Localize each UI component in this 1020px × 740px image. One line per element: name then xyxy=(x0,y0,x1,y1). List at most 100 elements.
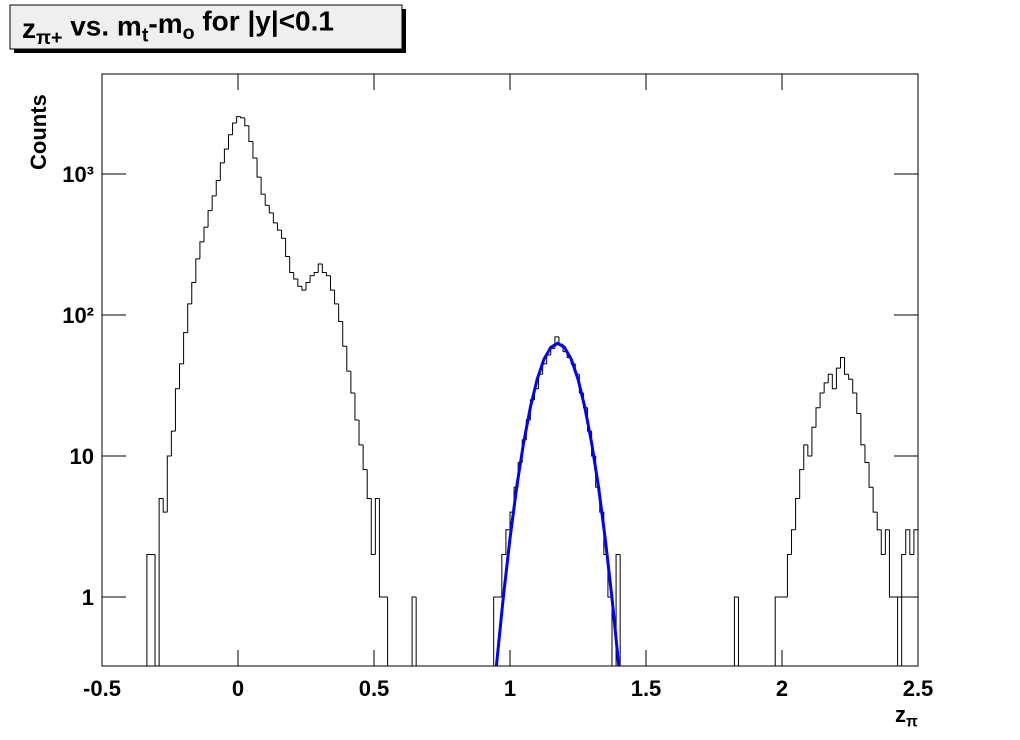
histogram-bin xyxy=(154,554,160,667)
histogram-bin xyxy=(346,346,351,372)
histogram-bin xyxy=(240,116,245,119)
histogram-bin xyxy=(387,596,392,667)
histogram-bin xyxy=(864,444,870,463)
histogram-bin xyxy=(179,363,184,389)
histogram-bin xyxy=(342,321,347,347)
histogram-bin xyxy=(289,256,294,274)
x-tick-label: 0.5 xyxy=(359,676,390,701)
y-tick-label: 10³ xyxy=(62,162,94,187)
histogram-bin xyxy=(913,529,919,666)
histogram-bin xyxy=(378,498,384,598)
histogram-bin xyxy=(281,230,286,239)
histogram-bin xyxy=(195,258,200,283)
fit-curve xyxy=(494,341,621,667)
histogram-bin xyxy=(835,367,841,389)
histogram-bin xyxy=(733,596,739,666)
text-part: -m xyxy=(148,8,182,39)
histogram-bin xyxy=(317,263,323,273)
y-tick-label: 10 xyxy=(70,444,94,469)
histogram-bin xyxy=(815,407,821,428)
histogram-bin xyxy=(199,241,204,259)
histogram-bin xyxy=(411,596,417,666)
histogram-bin xyxy=(321,263,327,274)
histogram-bin xyxy=(338,303,343,322)
histogram-bin xyxy=(844,357,849,375)
histogram-bin xyxy=(501,554,506,597)
histogram-bin xyxy=(901,554,906,666)
histogram-bin xyxy=(795,497,800,530)
histogram-bin xyxy=(252,141,258,159)
subscript: π xyxy=(906,714,918,731)
histogram-bin xyxy=(897,596,902,667)
histogram-bin xyxy=(909,529,914,556)
histogram-bin xyxy=(791,529,796,555)
histogram-bin xyxy=(191,282,196,304)
histogram-bin xyxy=(856,392,861,415)
histogram-bin xyxy=(146,554,151,666)
histogram-bin xyxy=(166,455,172,513)
histogram-bin xyxy=(207,210,213,228)
histogram-bin xyxy=(358,420,364,446)
histogram-bin xyxy=(611,596,617,667)
histogram-bin xyxy=(848,374,853,380)
histogram-bin xyxy=(285,238,290,257)
histogram-bin xyxy=(370,498,376,556)
histogram-bin xyxy=(823,382,829,393)
histogram-bin xyxy=(297,279,302,287)
subscript: π+ xyxy=(36,27,62,49)
histogram-bin xyxy=(819,392,825,408)
histogram-bin xyxy=(309,275,315,283)
histogram-bin xyxy=(334,290,339,305)
histogram-bin xyxy=(831,374,837,390)
histogram-bin xyxy=(366,469,372,499)
histogram-bin xyxy=(619,554,625,667)
histogram-bin xyxy=(860,413,865,446)
x-axis-label: zπ xyxy=(895,702,918,731)
histogram-bin xyxy=(329,275,335,291)
histogram-bin xyxy=(260,177,266,195)
subscript: t xyxy=(142,24,149,46)
text-part: vs. m xyxy=(62,10,141,41)
y-tick-label: 10² xyxy=(62,303,94,328)
histogram-bin xyxy=(236,116,241,124)
histogram-bin xyxy=(868,462,874,488)
histogram-bin xyxy=(170,430,176,456)
histogram-bin xyxy=(325,272,331,277)
histogram-bin xyxy=(799,469,804,499)
histogram-bin xyxy=(264,194,270,206)
histogram-bin xyxy=(256,157,262,178)
subscript: o xyxy=(183,22,195,44)
histogram-bin xyxy=(774,596,780,666)
histogram-bin xyxy=(876,512,882,531)
y-tick-label: 1 xyxy=(82,585,94,610)
text-part: z xyxy=(22,13,36,44)
histogram-bin xyxy=(268,205,274,214)
histogram-bin xyxy=(232,122,237,135)
text-part: z xyxy=(895,702,906,727)
histogram-bin xyxy=(211,195,217,211)
chart-title: zπ+ vs. mt-mo for |y|<0.1 xyxy=(22,5,334,48)
histogram-bin xyxy=(827,373,833,383)
histogram-bin xyxy=(158,497,164,666)
histogram-bin xyxy=(737,596,743,667)
histogram-bin xyxy=(187,303,192,333)
histogram-bin xyxy=(219,162,225,181)
histogram-bin xyxy=(293,272,298,280)
histogram-bin xyxy=(223,148,229,163)
histogram-bin xyxy=(227,134,233,150)
histogram-bin xyxy=(215,179,221,196)
text-part: for |y|<0.1 xyxy=(195,5,334,36)
histogram-bin xyxy=(852,379,857,394)
x-tick-label: -0.5 xyxy=(83,676,121,701)
histogram-bin xyxy=(786,554,792,597)
histogram-bin xyxy=(374,497,380,555)
histogram-bin xyxy=(493,596,498,666)
histogram-bin xyxy=(811,426,816,456)
histogram-bin xyxy=(203,226,209,242)
histogram-bin xyxy=(807,444,812,457)
histogram-bin xyxy=(354,392,360,421)
x-tick-label: 0 xyxy=(232,676,244,701)
histogram-bin xyxy=(880,529,886,556)
histogram-bin xyxy=(350,371,355,394)
